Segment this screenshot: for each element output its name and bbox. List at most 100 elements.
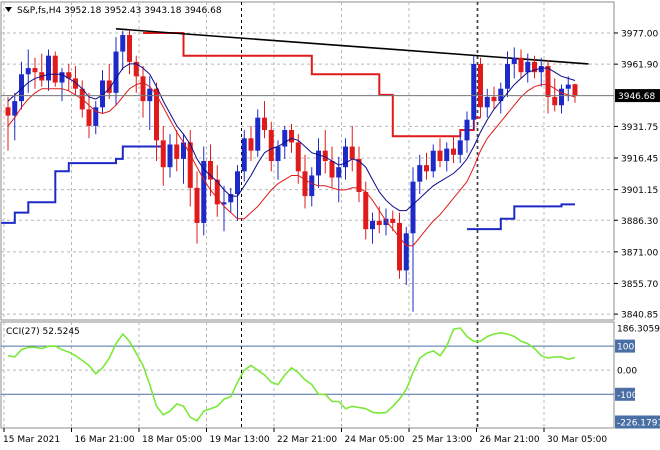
cci-tick-label: -226.1791 — [617, 419, 660, 429]
moving-averages — [7, 63, 576, 247]
candle-body — [228, 194, 234, 203]
candle-body — [363, 191, 369, 230]
candle-body — [241, 138, 247, 172]
candle-body — [471, 63, 477, 120]
cci-panel-frame — [0, 321, 615, 429]
trendline-line — [115, 28, 589, 65]
candle-body — [32, 68, 38, 73]
candle — [19, 61, 24, 110]
candle — [410, 167, 416, 312]
candle — [552, 78, 558, 112]
candle — [457, 132, 463, 164]
candle — [518, 49, 524, 79]
price-tick-label: 3961.90 — [621, 61, 658, 71]
candle — [221, 185, 227, 232]
candle-body — [525, 61, 531, 73]
candle — [187, 130, 193, 207]
candle-body — [214, 179, 220, 205]
candle-body — [424, 165, 429, 172]
candle-body — [120, 35, 126, 52]
candle-body — [356, 158, 362, 192]
candle — [140, 66, 146, 118]
candle-body — [532, 61, 537, 73]
candle — [316, 138, 321, 188]
candle — [397, 212, 402, 279]
candle-body — [86, 109, 92, 126]
candle — [248, 125, 254, 161]
candle — [532, 55, 537, 79]
candle-body — [457, 140, 463, 155]
candle — [235, 165, 240, 221]
candle-body — [329, 161, 335, 178]
candle — [25, 49, 31, 93]
candle-body — [167, 144, 173, 168]
cci-level-lines — [1, 345, 614, 395]
candle — [73, 66, 78, 95]
moving-average-slow-line — [7, 81, 576, 247]
candle-body — [255, 117, 261, 151]
candle — [329, 146, 335, 188]
cci-line — [7, 327, 576, 422]
candle — [444, 142, 450, 172]
price-tick-label: 3977.00 — [621, 29, 658, 39]
candle-body — [187, 142, 193, 188]
cci-title: CCI(27) 52.5245 — [6, 327, 80, 337]
candle-body — [52, 55, 58, 83]
candle — [147, 76, 153, 131]
candle — [498, 82, 504, 114]
candle — [309, 167, 315, 207]
candle-body — [322, 150, 328, 161]
price-tick-label: 3840.85 — [621, 311, 658, 321]
candle — [525, 53, 531, 83]
candle-body — [464, 119, 470, 141]
candle-body — [343, 146, 348, 168]
time-tick-label: 18 Mar 05:00 — [142, 435, 202, 445]
candle — [268, 121, 274, 172]
candle — [383, 208, 389, 236]
step-blue-a-line — [1, 145, 164, 224]
triangle-down-icon[interactable] — [5, 7, 12, 12]
candle — [356, 146, 362, 203]
candle-body — [181, 142, 186, 159]
candle-body — [518, 57, 524, 73]
price-axis: 3977.00 3961.90 3931.75 3916.45 3901.15 3886.… — [614, 29, 658, 321]
candle-body — [559, 88, 564, 106]
candle-body — [505, 63, 510, 89]
price-tick-label: 3916.45 — [621, 155, 658, 165]
candle-body — [160, 140, 166, 168]
candle — [559, 84, 564, 114]
candle — [572, 83, 578, 103]
session-separators — [241, 2, 479, 320]
candle — [417, 154, 423, 195]
candle — [167, 134, 173, 178]
candle-body — [147, 88, 153, 102]
price-tick-label: 3901.15 — [621, 186, 658, 196]
candle-body — [430, 150, 436, 172]
candle-body — [390, 218, 396, 223]
cci-level-badge — [615, 387, 635, 401]
candle — [5, 96, 11, 151]
candles — [5, 30, 578, 312]
current-price-badge-bg — [615, 89, 660, 103]
step-red-line — [143, 32, 481, 138]
candle — [478, 57, 483, 118]
candle-body — [201, 161, 207, 223]
candle — [451, 136, 456, 164]
candle — [424, 152, 429, 180]
cci-level-badge-wide — [615, 415, 660, 429]
time-tick-label: 19 Mar 13:00 — [210, 435, 270, 445]
candle-body — [268, 130, 274, 161]
current-price-badge: 3946.68 — [615, 89, 660, 103]
symbol-header[interactable]: S&P,fs,H4 3952.18 3952.43 3943.18 3946.6… — [5, 6, 222, 16]
time-tick-label: 25 Mar 13:00 — [412, 435, 472, 445]
time-tick-label: 30 Mar 05:00 — [547, 435, 607, 445]
candle-body — [208, 161, 213, 180]
cci-level-badge — [615, 339, 635, 353]
price-tick-label: 3886.30 — [621, 217, 658, 227]
candle-body — [511, 57, 517, 64]
candle-body — [572, 84, 578, 96]
candle — [201, 146, 207, 236]
price-tick-label: 3871.00 — [621, 248, 658, 258]
candle-body — [5, 107, 11, 116]
